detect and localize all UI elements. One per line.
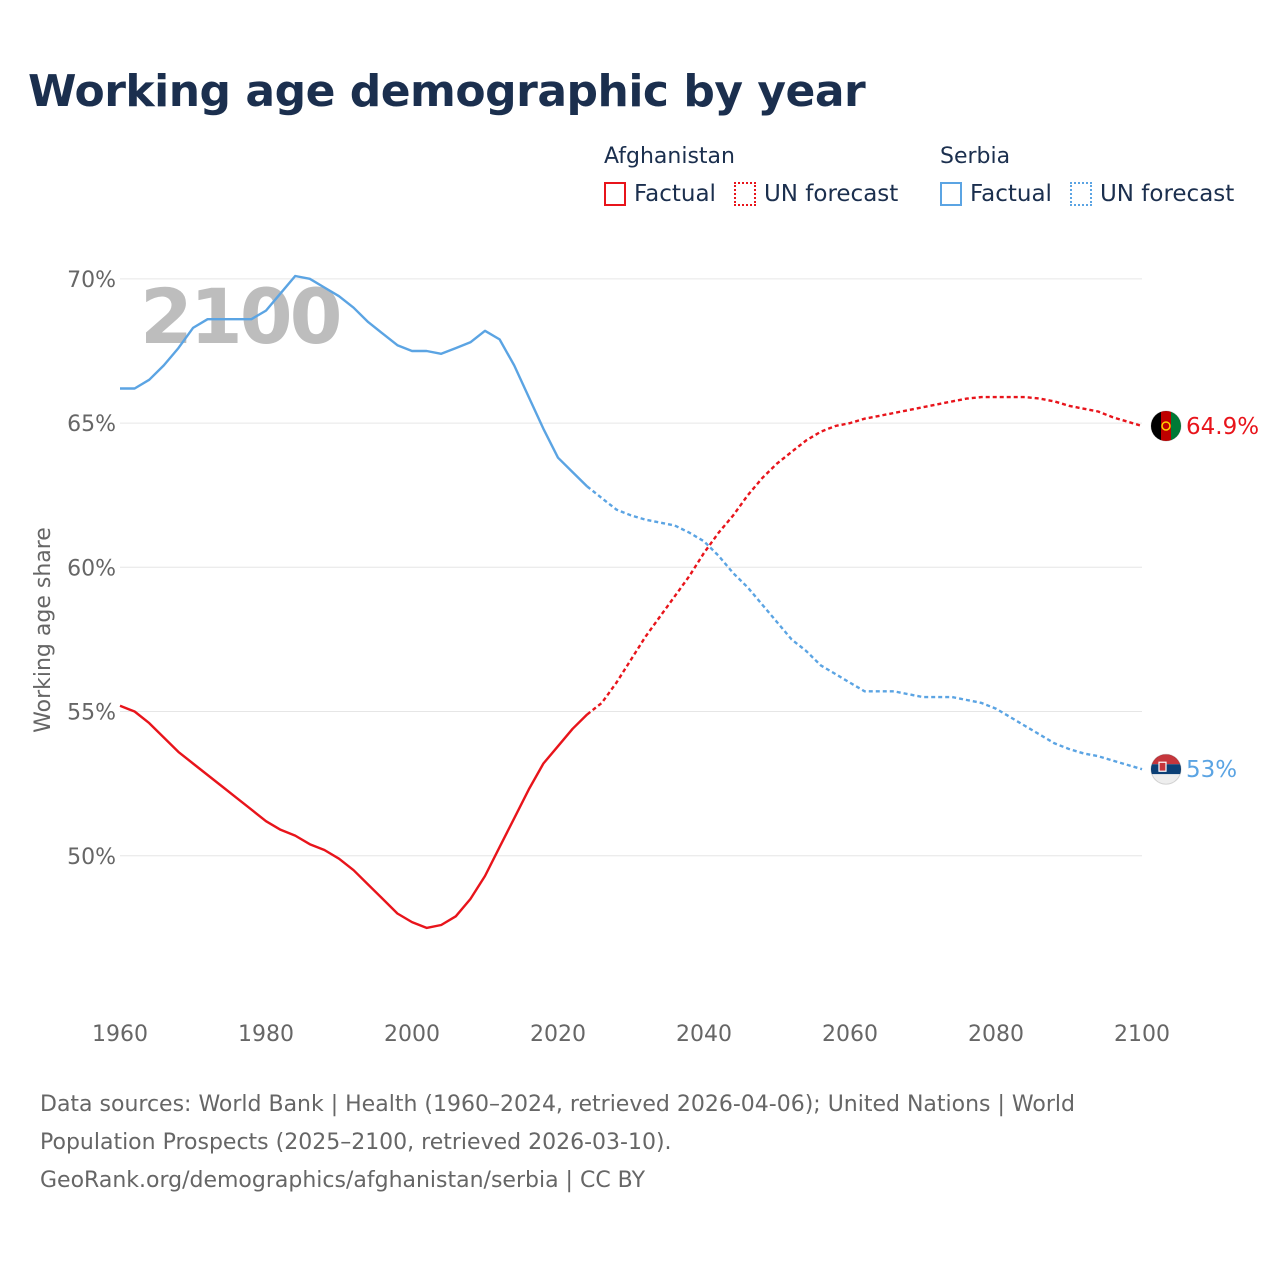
y-tick-label: 65% [67,412,116,437]
x-tick-label: 2060 [822,1022,878,1047]
legend-group-afghanistan: Afghanistan Factual UN forecast [604,144,916,207]
legend-swatch-dotted-icon [733,182,756,206]
legend-label: Factual [634,181,716,207]
legend-group-serbia: Serbia Factual UN forecast [940,144,1234,207]
flag-serbia-icon [1150,753,1182,785]
legend-swatch-solid-icon [604,182,626,206]
legend-group-name: Afghanistan [604,144,735,169]
series-line-serbia-factual [120,274,589,488]
legend-label: UN forecast [1099,181,1235,207]
end-value-label-afghanistan: 64.9% [1186,414,1259,440]
series-line-afghanistan-forecast [586,395,1143,716]
legend-item-serbia-factual[interactable]: Factual [940,181,1052,207]
attribution-link[interactable]: GeoRank.org/demographics/afghanistan/ser… [40,1168,646,1193]
legend-item-afghanistan-forecast[interactable]: UN forecast [733,181,899,207]
flag-afghanistan-icon [1150,410,1182,442]
y-tick-label: 50% [67,845,116,870]
legend-label: UN forecast [763,181,899,207]
y-tick-label: 70% [67,268,116,293]
legend-swatch-solid-icon [940,182,962,206]
legend-group-name: Serbia [940,144,1011,169]
end-value-label-serbia: 53% [1186,757,1237,783]
series-line-serbia-forecast [586,485,1143,771]
data-sources: Data sources: World Bank | Health (1960–… [40,1086,1180,1200]
y-tick-label: 55% [67,701,116,726]
x-tick-label: 1980 [238,1022,294,1047]
legend-item-serbia-forecast[interactable]: UN forecast [1069,181,1235,207]
x-tick-label: 2080 [968,1022,1024,1047]
chart-title: Working age demographic by year [28,66,866,117]
legend-swatch-dotted-icon [1069,182,1092,206]
y-axis-label: Working age share [31,527,56,733]
x-tick-label: 2020 [530,1022,586,1047]
sources-line: Data sources: World Bank | Health (1960–… [40,1092,1075,1155]
legend-label: Factual [970,181,1052,207]
x-tick-label: 1960 [92,1022,148,1047]
x-tick-label: 2000 [384,1022,440,1047]
series-line-afghanistan-factual [119,704,589,930]
year-watermark: 2100 [140,272,340,361]
legend-item-afghanistan-factual[interactable]: Factual [604,181,716,207]
x-tick-label: 2100 [1114,1022,1170,1047]
y-tick-label: 60% [67,556,116,581]
x-tick-label: 2040 [676,1022,732,1047]
